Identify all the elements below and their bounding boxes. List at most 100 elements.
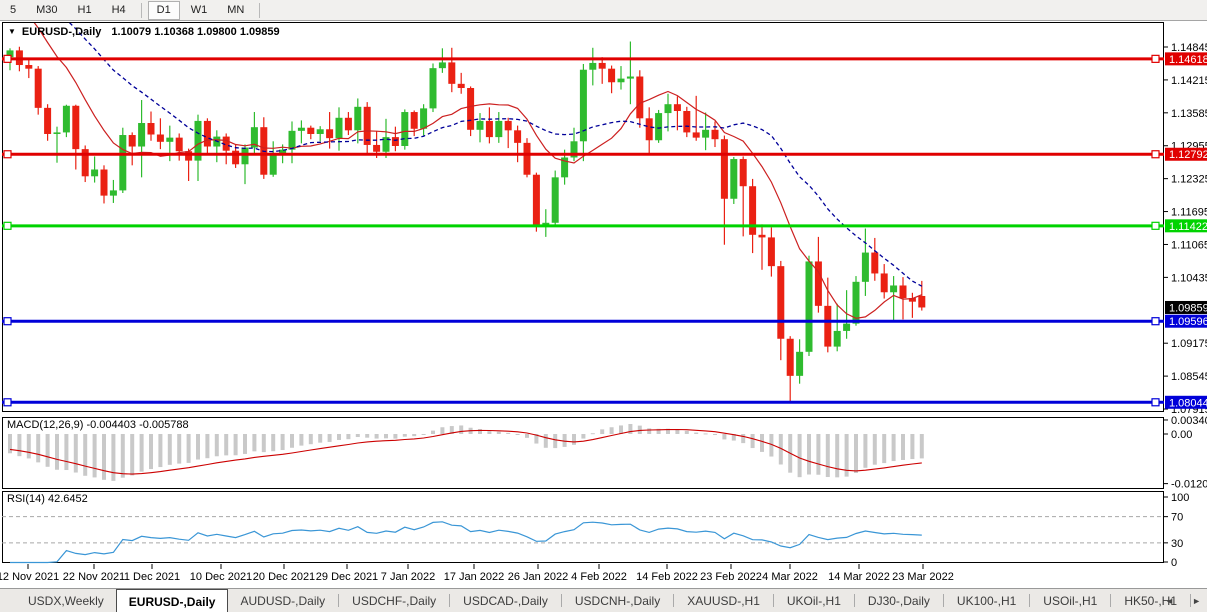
price-axis-tick: 1.11065 (1171, 239, 1207, 251)
price-box-label: 1.12792 (1169, 149, 1207, 161)
line-handle (1151, 150, 1160, 159)
rsi-axis-tick: 30 (1171, 538, 1183, 550)
tab-separator (449, 594, 451, 607)
price-box (1165, 300, 1207, 314)
price-axis-tick: 1.10435 (1171, 272, 1207, 284)
tab-separator (942, 594, 944, 607)
tab-xauusd-h1[interactable]: XAUUSD-,H1 (687, 594, 760, 608)
price-box-label: 1.09859 (1169, 302, 1207, 314)
price-box-label: 1.08044 (1169, 397, 1207, 409)
price-axis-tick: 1.14845 (1171, 42, 1207, 54)
tab-ukoil-h1[interactable]: UKOil-,H1 (786, 594, 841, 608)
line-handle (3, 398, 12, 407)
line-handle (3, 221, 12, 230)
line-handle (1151, 221, 1160, 230)
tab-dj30-daily[interactable]: DJ30-,Daily (867, 594, 930, 608)
price-axis-tick: 1.13585 (1171, 108, 1207, 120)
price-box (1165, 52, 1207, 66)
chart-ohlc-values: 1.10079 1.10368 1.09800 1.09859 (111, 26, 280, 38)
date-axis-label: 4 Mar 2022 (762, 571, 818, 583)
tab-eurusd-daily[interactable]: EURUSD-,Daily (115, 589, 229, 612)
timeframe-button-m30[interactable]: M30 (36, 3, 58, 16)
price-box-label: 1.09596 (1169, 316, 1207, 328)
timeframe-button-h4[interactable]: H4 (111, 3, 126, 16)
macd-axis-tick: 0.00 (1171, 429, 1192, 441)
date-axis-label: 23 Mar 2022 (892, 571, 954, 583)
line-handle (1151, 54, 1160, 63)
timeframe-button-d1[interactable]: D1 (147, 0, 180, 20)
price-box-label: 1.14618 (1169, 54, 1207, 66)
date-axis-label: 26 Jan 2022 (508, 571, 569, 583)
date-axis-label: 23 Feb 2022 (700, 571, 762, 583)
tab-scroll-right-icon[interactable]: ► (1192, 596, 1201, 606)
tab-usdcnh-daily[interactable]: USDCNH-,Daily (574, 594, 661, 608)
tab-usdx-weekly[interactable]: USDX,Weekly (28, 594, 104, 608)
price-axis-tick: 1.11695 (1171, 207, 1207, 219)
timeframe-toolbar: 5 M30 H1 H4 D1 W1 MN (0, 0, 1207, 21)
rsi-axis-tick: 0 (1171, 557, 1177, 569)
price-box (1165, 147, 1207, 161)
price-box-label: 1.11422 (1169, 221, 1207, 233)
chart-canvas[interactable]: 1.148451.142151.135851.129551.123251.116… (0, 0, 1207, 588)
tab-separator (1190, 594, 1191, 607)
date-axis-label: 29 Dec 2021 (316, 571, 378, 583)
tab-scroll-left-icon[interactable]: ◄ (1165, 596, 1175, 606)
price-box (1165, 395, 1207, 409)
date-axis-label: 17 Jan 2022 (444, 571, 505, 583)
macd-label: MACD(12,26,9) -0.004403 -0.005788 (7, 419, 189, 431)
date-axis-label: 10 Dec 2021 (190, 571, 252, 583)
tab-usdchf-daily[interactable]: USDCHF-,Daily (352, 594, 437, 608)
date-axis-label: 22 Nov 2021 (63, 571, 125, 583)
ma-fast-line (33, 23, 923, 319)
macd-axis-tick: -0.012058 (1171, 479, 1207, 491)
tab-separator (1029, 594, 1031, 607)
timeframe-button-h1[interactable]: H1 (77, 3, 92, 16)
rsi-axis-tick: 100 (1171, 492, 1189, 504)
tab-hk50-h1[interactable]: HK50-,H1 (1124, 594, 1177, 608)
timeframe-button-m5[interactable]: 5 (10, 3, 17, 16)
chart-dropdown-icon[interactable]: ▼ (8, 27, 16, 36)
ma-slow-line (68, 23, 923, 287)
date-axis-label: 7 Jan 2022 (381, 571, 435, 583)
macd-axis-tick: 0.003408 (1171, 415, 1207, 427)
tab-separator (338, 594, 340, 607)
price-box (1165, 219, 1207, 233)
line-handle (1151, 317, 1160, 326)
tab-usoil-h1[interactable]: USOil-,H1 (1043, 594, 1098, 608)
price-box (1165, 314, 1207, 328)
macd-signal-line (9, 428, 922, 475)
rsi-label: RSI(14) 42.6452 (7, 493, 88, 505)
line-handle (3, 54, 12, 63)
chart-symbol-label: EURUSD-,Daily (21, 26, 102, 38)
tab-separator (673, 594, 675, 607)
tab-usdcad-daily[interactable]: USDCAD-,Daily (463, 594, 548, 608)
price-axis-tick: 1.09175 (1171, 338, 1207, 350)
symbol-tabbar: USDX,Weekly EURUSD-,Daily AUDUSD-,Daily … (0, 588, 1207, 612)
date-axis-label: 14 Feb 2022 (636, 571, 698, 583)
toolbar-separator (259, 2, 261, 18)
price-axis-tick: 1.14215 (1171, 75, 1207, 87)
chart-title: ▼ EURUSD-,Daily 1.10079 1.10368 1.09800 1.… (8, 26, 280, 38)
rsi-axis-tick: 70 (1171, 512, 1183, 524)
date-axis-label: 14 Mar 2022 (828, 571, 890, 583)
price-axis-tick: 1.12325 (1171, 174, 1207, 186)
rsi-line (10, 521, 922, 564)
price-axis-tick: 1.08545 (1171, 371, 1207, 383)
macd-histogram (8, 423, 924, 481)
date-axis-label: 20 Dec 2021 (253, 571, 315, 583)
line-handle (1151, 398, 1160, 407)
tab-separator (853, 594, 855, 607)
toolbar-separator (140, 2, 142, 18)
tab-separator (772, 594, 774, 607)
date-axis-label: 4 Feb 2022 (571, 571, 627, 583)
line-handle (3, 317, 12, 326)
line-handle (3, 150, 12, 159)
date-axis-label: 1 Dec 2021 (124, 571, 180, 583)
tab-uk100-h1[interactable]: UK100-,H1 (956, 594, 1017, 608)
timeframe-button-w1[interactable]: W1 (190, 3, 208, 16)
tab-separator (560, 594, 562, 607)
date-axis-label: 12 Nov 2021 (0, 571, 59, 583)
timeframe-button-mn[interactable]: MN (227, 3, 245, 16)
tab-audusd-daily[interactable]: AUDUSD-,Daily (240, 594, 326, 608)
